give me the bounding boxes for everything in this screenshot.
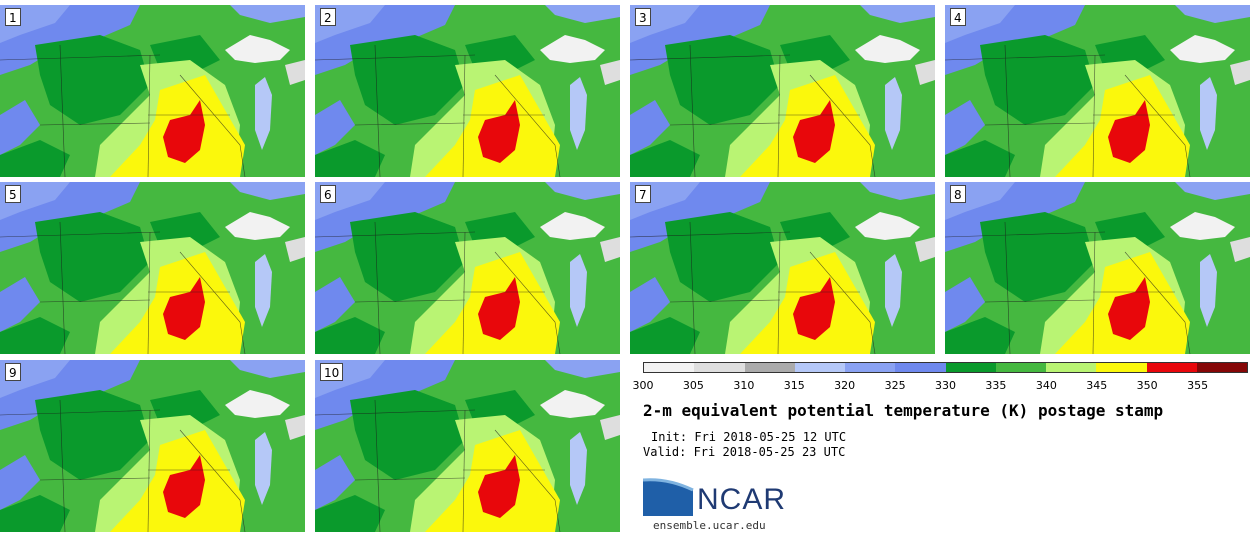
member-number-label: 9 (5, 363, 21, 381)
member-map (315, 360, 620, 532)
ncar-logo-icon (643, 478, 694, 516)
member-map (945, 5, 1250, 177)
member-number-label: 10 (320, 363, 344, 381)
colorbar (643, 362, 1248, 373)
colorbar-tick-label: 335 (985, 379, 1007, 392)
colorbar-tick-label: 350 (1136, 379, 1158, 392)
ensemble-member-panel: 4 (945, 5, 1250, 177)
ensemble-member-panel: 1 (0, 5, 305, 177)
colorbar-swatch (644, 363, 695, 372)
colorbar-tick-label: 320 (834, 379, 856, 392)
member-map (945, 182, 1250, 354)
member-map (0, 360, 305, 532)
ensemble-member-panel: 7 (630, 182, 935, 354)
colorbar-swatch (744, 363, 795, 372)
member-map (0, 182, 305, 354)
colorbar-swatch (694, 363, 745, 372)
ensemble-member-panel: 6 (315, 182, 620, 354)
member-number-label: 2 (320, 8, 336, 26)
colorbar-tick-label: 325 (884, 379, 906, 392)
site-url: ensemble.ucar.edu (653, 519, 766, 532)
ensemble-member-panel: 10 (315, 360, 620, 532)
colorbar-swatch (1096, 363, 1147, 372)
ensemble-member-panel: 8 (945, 182, 1250, 354)
colorbar-tick-label: 345 (1086, 379, 1108, 392)
valid-time: Valid: Fri 2018-05-25 23 UTC (643, 445, 846, 459)
colorbar-swatch (995, 363, 1046, 372)
ensemble-member-panel: 3 (630, 5, 935, 177)
member-map (315, 182, 620, 354)
member-map (315, 5, 620, 177)
member-number-label: 8 (950, 185, 966, 203)
member-number-label: 4 (950, 8, 966, 26)
colorbar-swatch (1146, 363, 1197, 372)
colorbar-tick-label: 340 (1035, 379, 1057, 392)
colorbar-ticks: 300 305 310 315 320 325 330 335 340 345 350 355 (633, 379, 1248, 393)
ensemble-member-panel: 2 (315, 5, 620, 177)
member-map (630, 182, 935, 354)
member-map (630, 5, 935, 177)
colorbar-tick-label: 315 (783, 379, 805, 392)
member-map (0, 5, 305, 177)
colorbar-swatch (895, 363, 946, 372)
member-number-label: 5 (5, 185, 21, 203)
colorbar-swatch (1196, 363, 1247, 372)
colorbar-swatch (794, 363, 845, 372)
colorbar-tick-label: 300 (632, 379, 654, 392)
member-number-label: 6 (320, 185, 336, 203)
colorbar-tick-label: 310 (733, 379, 755, 392)
colorbar-swatch (1046, 363, 1097, 372)
logo-text: NCAR (697, 483, 787, 516)
member-number-label: 7 (635, 185, 651, 203)
figure-title: 2-m equivalent potential temperature (K)… (643, 401, 1164, 420)
member-number-label: 3 (635, 8, 651, 26)
colorbar-tick-label: 305 (682, 379, 704, 392)
colorbar-tick-label: 355 (1187, 379, 1209, 392)
colorbar-swatch (845, 363, 896, 372)
member-number-label: 1 (5, 8, 21, 26)
init-time: Init: Fri 2018-05-25 12 UTC (651, 430, 847, 444)
ensemble-member-panel: 9 (0, 360, 305, 532)
ensemble-member-panel: 5 (0, 182, 305, 354)
colorbar-swatch (945, 363, 996, 372)
colorbar-tick-label: 330 (935, 379, 956, 392)
